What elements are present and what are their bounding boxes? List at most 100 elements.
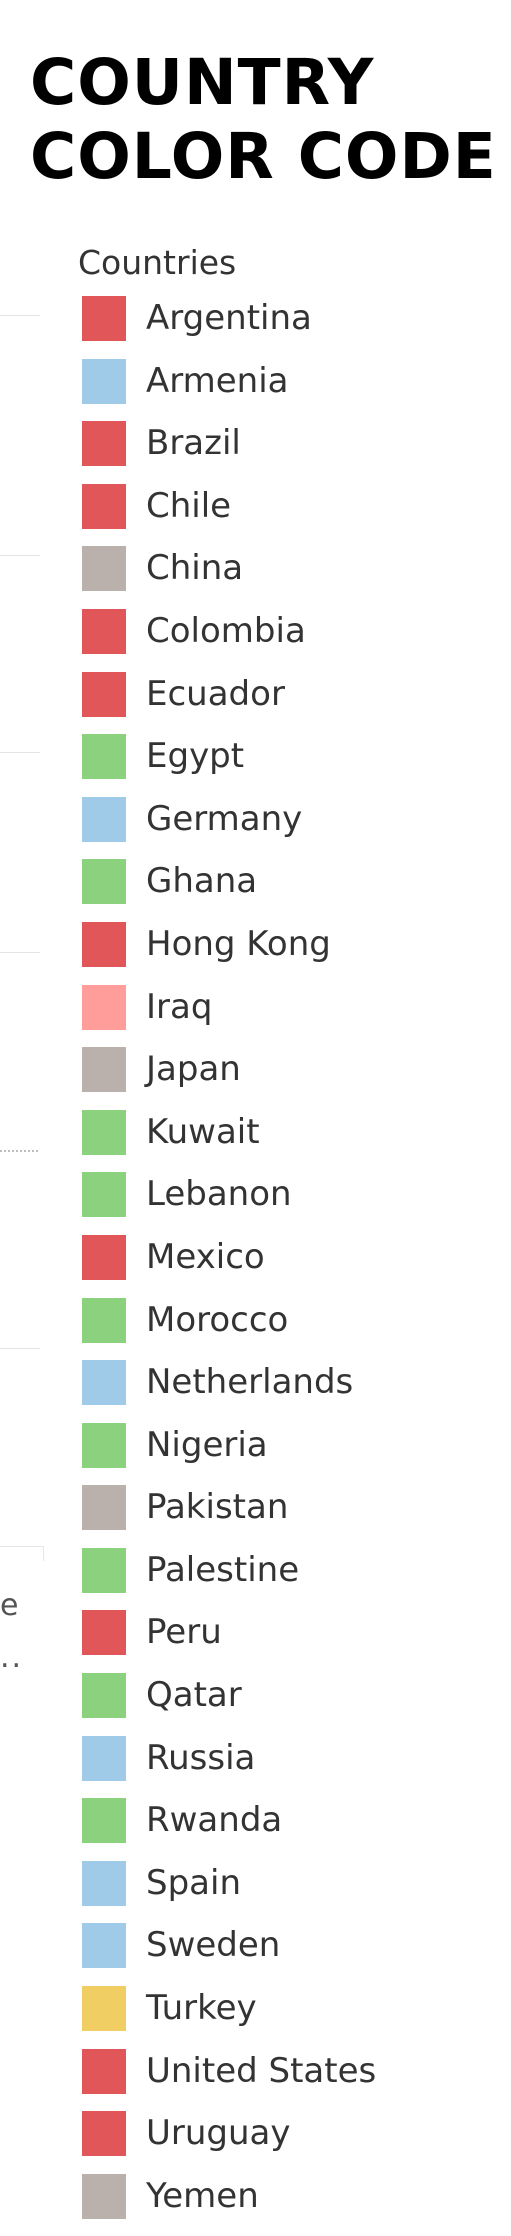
legend-item[interactable]: Japan xyxy=(82,1047,376,1110)
color-swatch xyxy=(82,1923,126,1969)
title-line-1: COUNTRY xyxy=(30,46,375,119)
legend-item-label: Rwanda xyxy=(146,1800,283,1841)
legend-item-label: Hong Kong xyxy=(146,923,331,964)
color-swatch xyxy=(82,1485,126,1531)
legend-item-label: Spain xyxy=(146,1862,241,1903)
color-swatch xyxy=(82,796,126,842)
legend-item-label: Germany xyxy=(146,798,303,839)
color-swatch xyxy=(82,2111,126,2157)
legend-item-label: Netherlands xyxy=(146,1362,354,1403)
legend-item[interactable]: Rwanda xyxy=(82,1798,376,1861)
legend-item-label: Palestine xyxy=(146,1549,300,1590)
legend-item-label: Chile xyxy=(146,485,232,526)
legend-item-label: Brazil xyxy=(146,423,241,464)
legend-item[interactable]: Netherlands xyxy=(82,1360,376,1423)
color-swatch xyxy=(82,1610,126,1656)
color-swatch xyxy=(82,1986,126,2032)
legend-item-label: Armenia xyxy=(146,360,289,401)
legend-item-label: Yemen xyxy=(146,2175,259,2216)
color-swatch xyxy=(82,921,126,967)
legend-item[interactable]: United States xyxy=(82,2048,376,2112)
legend-item-label: China xyxy=(146,548,244,589)
legend-item-label: Mexico xyxy=(146,1236,265,1277)
legend-item[interactable]: Colombia xyxy=(82,608,376,672)
legend-item[interactable]: Argentina xyxy=(82,296,376,359)
page-title: COUNTRY COLOR CODE xyxy=(30,46,497,194)
legend-item-label: Pakistan xyxy=(146,1487,289,1528)
color-swatch xyxy=(82,358,126,404)
color-swatch xyxy=(82,1860,126,1906)
legend-item[interactable]: Spain xyxy=(82,1860,376,1924)
color-swatch xyxy=(82,1172,126,1218)
color-swatch xyxy=(82,2173,126,2219)
color-swatch xyxy=(82,1047,126,1093)
title-line-2: COLOR CODE xyxy=(30,120,497,193)
legend-item[interactable]: Hong Kong xyxy=(82,921,376,985)
divider-line xyxy=(0,952,40,953)
color-swatch xyxy=(82,421,126,467)
color-legend: Argentina Armenia Brazil Chile China Colombia… xyxy=(82,296,376,2236)
color-swatch xyxy=(82,1234,126,1280)
legend-item-label: Turkey xyxy=(146,1988,257,2029)
legend-item[interactable]: Egypt xyxy=(82,734,376,797)
color-swatch xyxy=(82,296,126,341)
legend-title: Countries xyxy=(78,243,237,282)
legend-item[interactable]: Lebanon xyxy=(82,1172,376,1235)
legend-item[interactable]: Turkey xyxy=(82,1986,376,2049)
color-swatch xyxy=(82,1109,126,1155)
legend-item-label: Peru xyxy=(146,1612,222,1653)
legend-item-label: Egypt xyxy=(146,736,245,777)
divider-line xyxy=(0,315,40,316)
legend-item[interactable]: Mexico xyxy=(82,1234,376,1298)
legend-item[interactable]: Yemen xyxy=(82,2173,376,2236)
color-swatch xyxy=(82,984,126,1030)
legend-item-label: Colombia xyxy=(146,610,306,651)
color-swatch xyxy=(82,1360,126,1406)
legend-item[interactable]: Nigeria xyxy=(82,1422,376,1486)
legend-item[interactable]: Peru xyxy=(82,1610,376,1673)
legend-item-label: Uruguay xyxy=(146,2113,291,2154)
legend-item-label: Morocco xyxy=(146,1299,289,1340)
legend-item[interactable]: Armenia xyxy=(82,358,376,422)
legend-item[interactable]: Palestine xyxy=(82,1547,376,1611)
legend-item[interactable]: Iraq xyxy=(82,984,376,1048)
legend-item[interactable]: China xyxy=(82,546,376,609)
legend-item-label: Lebanon xyxy=(146,1174,292,1215)
color-swatch xyxy=(82,671,126,717)
divider-line xyxy=(0,752,40,753)
legend-item[interactable]: Morocco xyxy=(82,1297,376,1361)
legend-item[interactable]: Pakistan xyxy=(82,1485,376,1548)
legend-item-label: Japan xyxy=(146,1049,241,1090)
color-swatch xyxy=(82,1673,126,1719)
legend-item[interactable]: Ghana xyxy=(82,859,376,922)
color-swatch xyxy=(82,2048,126,2094)
legend-item-label: Iraq xyxy=(146,986,213,1027)
legend-item[interactable]: Germany xyxy=(82,796,376,860)
legend-item-label: Kuwait xyxy=(146,1111,260,1152)
color-swatch xyxy=(82,1297,126,1343)
legend-item-label: Nigeria xyxy=(146,1424,268,1465)
color-swatch xyxy=(82,483,126,529)
legend-item[interactable]: Russia xyxy=(82,1735,376,1799)
legend-item-label: Argentina xyxy=(146,298,312,338)
legend-item[interactable]: Sweden xyxy=(82,1923,376,1986)
cropped-panel xyxy=(0,1546,44,1561)
legend-item-label: Ecuador xyxy=(146,673,285,714)
color-swatch xyxy=(82,859,126,905)
cropped-text: .. xyxy=(0,1640,24,1675)
color-swatch xyxy=(82,1547,126,1593)
legend-item-label: Russia xyxy=(146,1737,256,1778)
legend-item[interactable]: Chile xyxy=(82,483,376,547)
divider-line xyxy=(0,1348,40,1349)
color-swatch xyxy=(82,608,126,654)
divider-line xyxy=(0,555,40,556)
legend-item[interactable]: Uruguay xyxy=(82,2111,376,2174)
legend-item[interactable]: Ecuador xyxy=(82,671,376,735)
legend-item[interactable]: Qatar xyxy=(82,1673,376,1736)
legend-item-label: Sweden xyxy=(146,1925,281,1966)
legend-item-label: Qatar xyxy=(146,1675,242,1716)
color-swatch xyxy=(82,1735,126,1781)
legend-item[interactable]: Kuwait xyxy=(82,1109,376,1173)
legend-item[interactable]: Brazil xyxy=(82,421,376,484)
dotted-divider xyxy=(0,1150,38,1152)
